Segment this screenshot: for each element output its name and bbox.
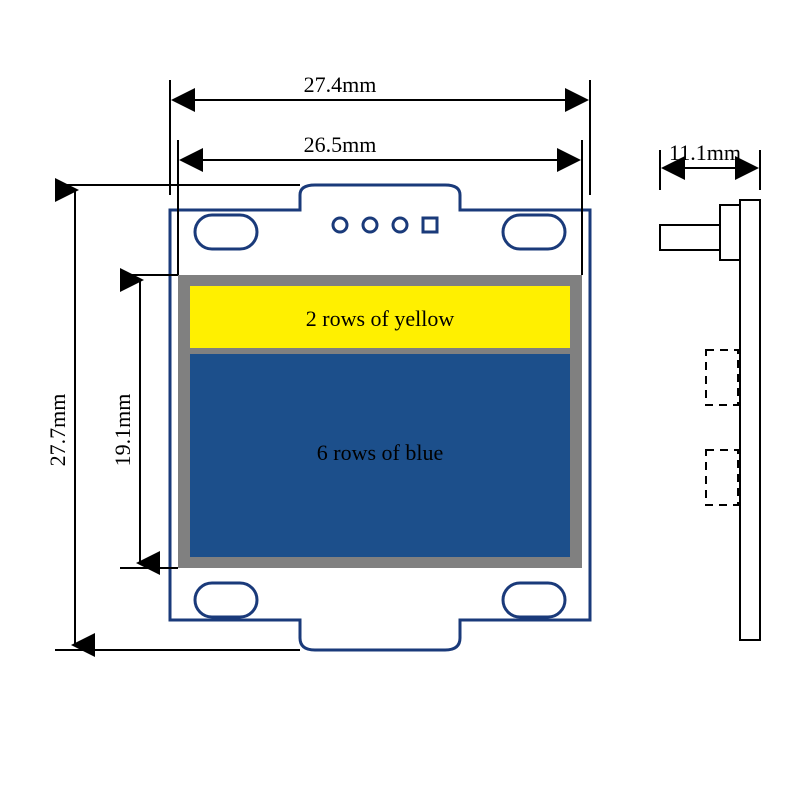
side-dashed-2 xyxy=(706,450,738,505)
side-pcb xyxy=(740,200,760,640)
side-connector xyxy=(660,225,720,250)
mount-slot-top-right xyxy=(503,215,565,249)
dim-screen-width-label: 26.5mm xyxy=(304,132,377,157)
front-view: 2 rows of yellow 6 rows of blue xyxy=(170,185,590,650)
dim-outer-height-label: 27.7mm xyxy=(45,394,70,467)
pin-2 xyxy=(363,218,377,232)
side-dashed-1 xyxy=(706,350,738,405)
diagram-svg: 2 rows of yellow 6 rows of blue 27.4mm 2… xyxy=(0,0,800,800)
side-view: 11.1mm xyxy=(660,140,760,640)
mount-slot-bottom-right xyxy=(503,583,565,617)
pin-1 xyxy=(333,218,347,232)
dim-outer-width-label: 27.4mm xyxy=(304,72,377,97)
side-screen-slab xyxy=(720,205,740,260)
dim-outer-width: 27.4mm xyxy=(170,72,590,195)
mount-slot-bottom-left xyxy=(195,583,257,617)
blue-label: 6 rows of blue xyxy=(317,440,443,465)
mount-slot-top-left xyxy=(195,215,257,249)
pin-3 xyxy=(393,218,407,232)
dim-screen-height: 19.1mm xyxy=(110,275,178,568)
dim-side-width-label: 11.1mm xyxy=(669,140,741,165)
pin-4 xyxy=(423,218,437,232)
dim-screen-height-label: 19.1mm xyxy=(110,394,135,467)
yellow-label: 2 rows of yellow xyxy=(306,306,455,331)
